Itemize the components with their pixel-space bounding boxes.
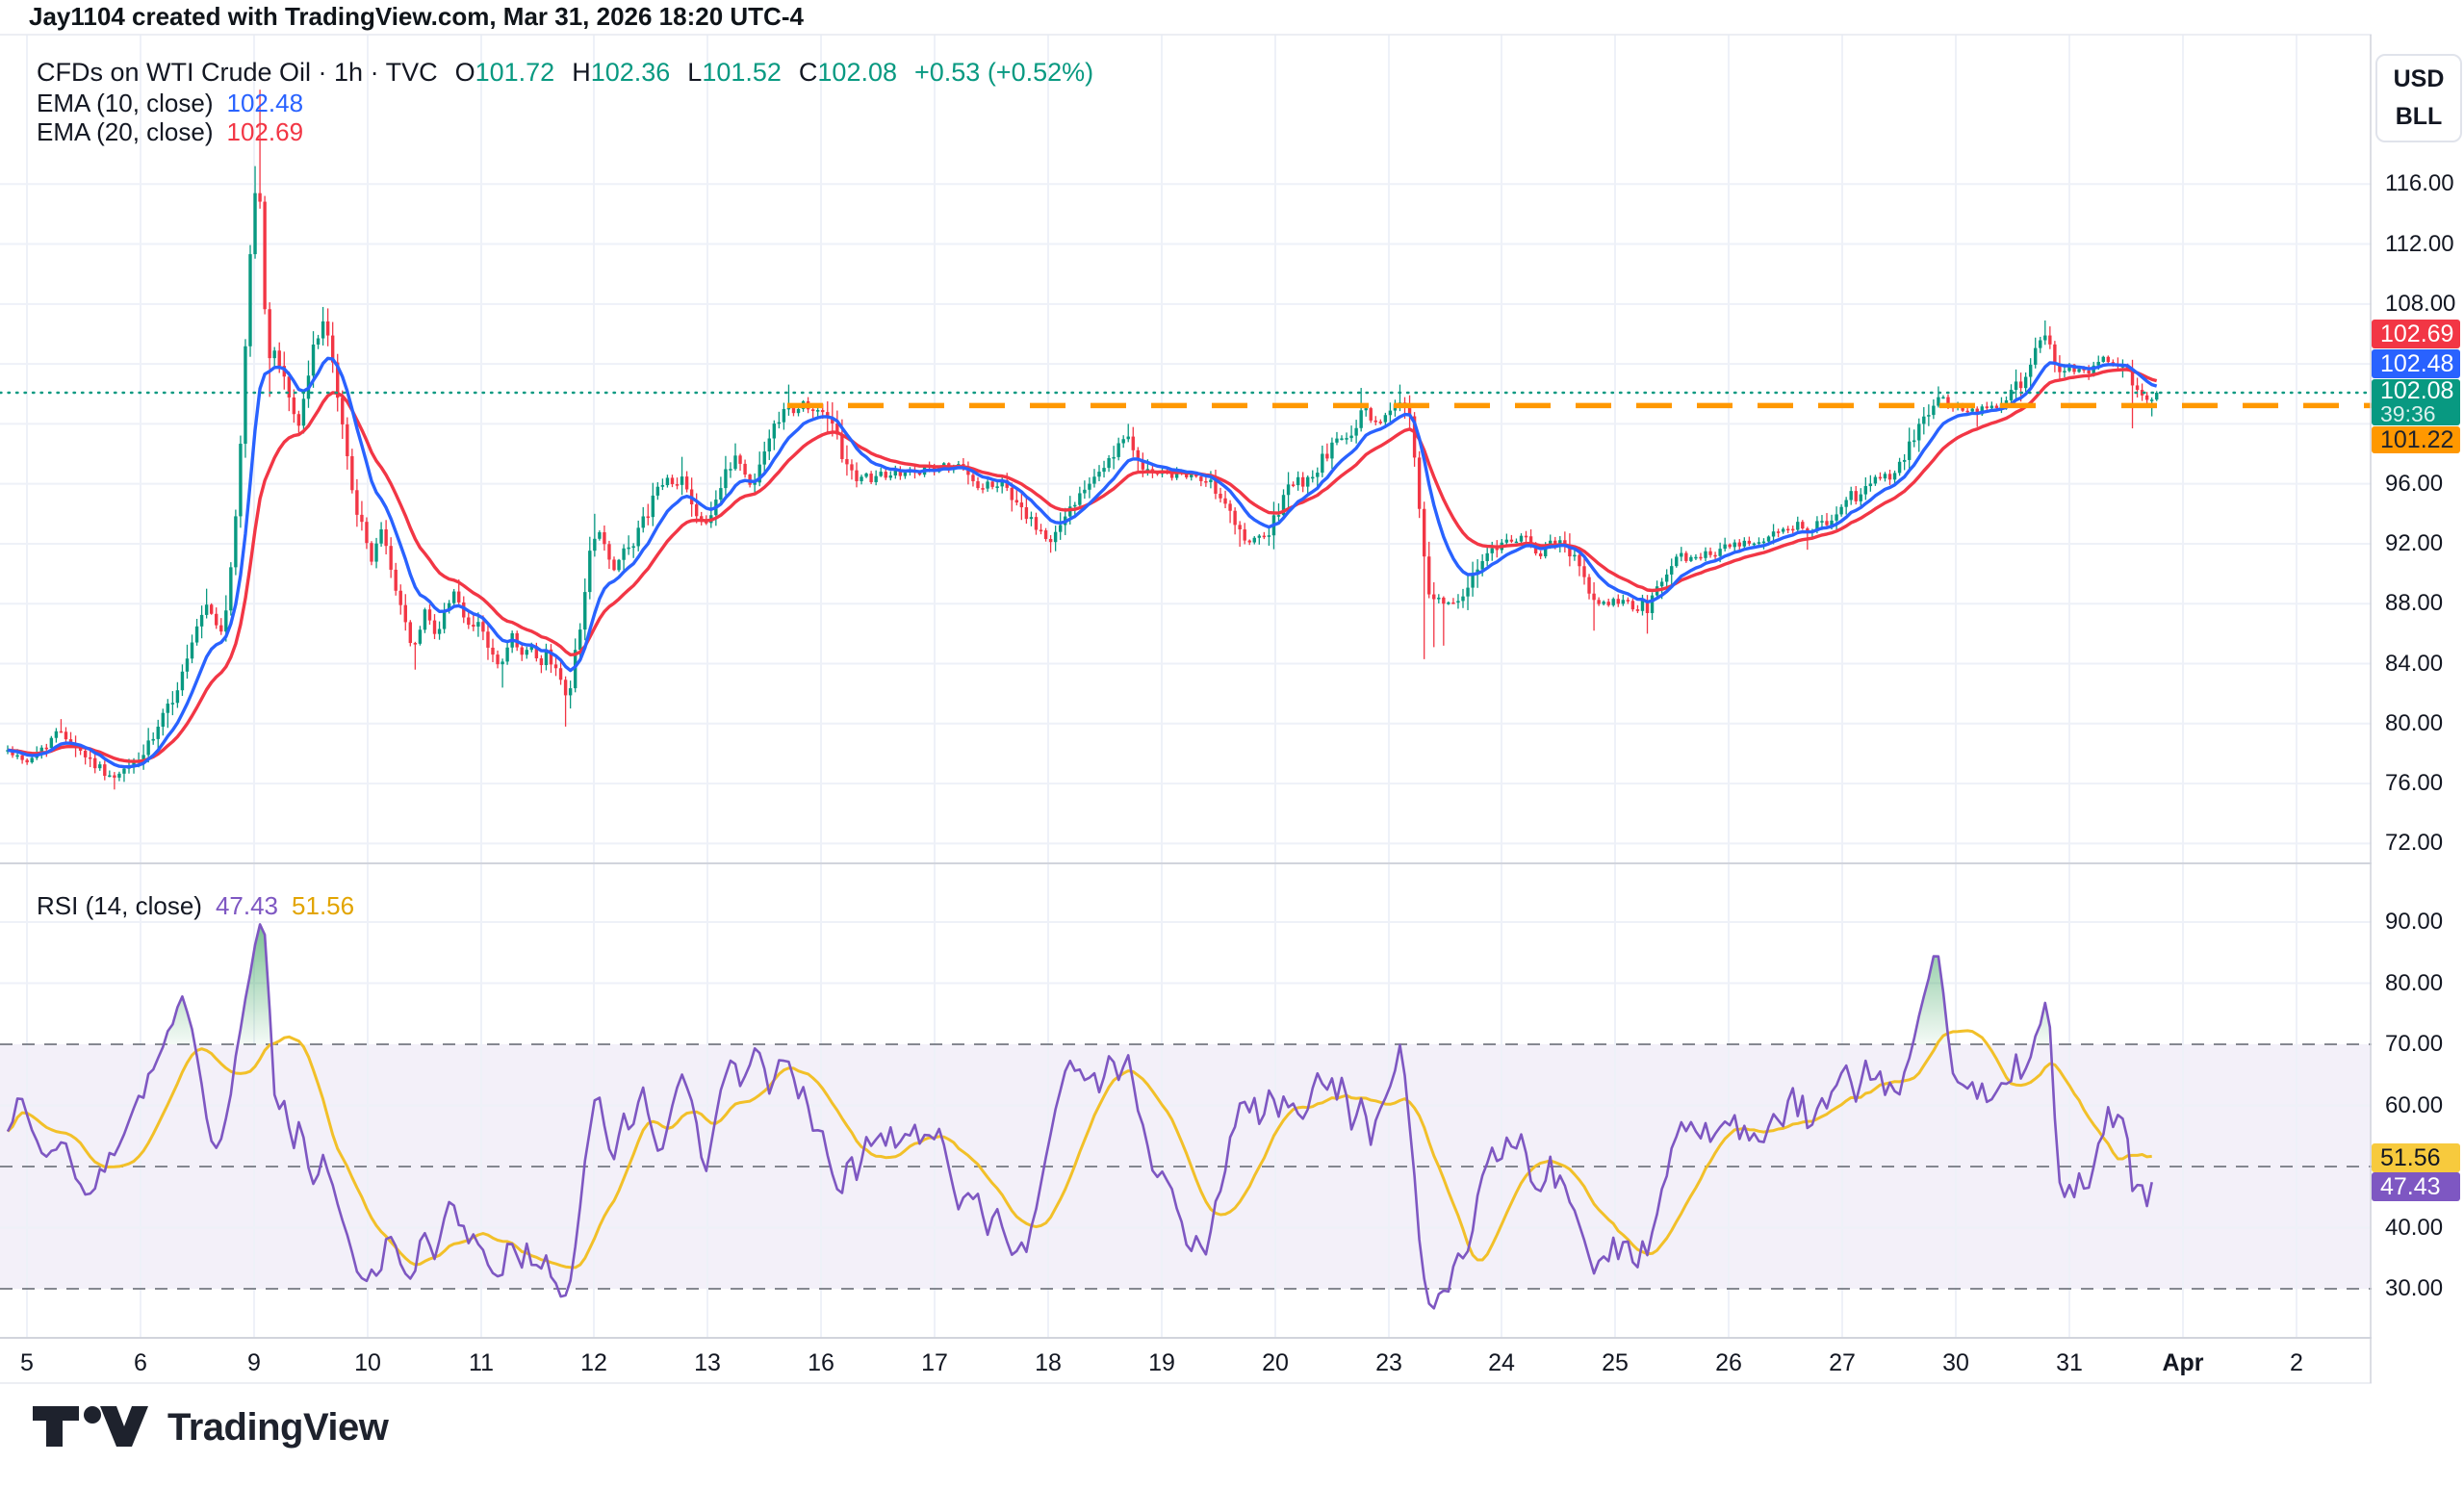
ohlc-high-label: H [572,57,591,87]
currency-unit-badge[interactable]: USD BLL [2375,54,2462,142]
ohlc-close-label: C [798,57,818,87]
rsi-label: RSI (14, close) [37,890,202,920]
rsi-tick: 70.00 [2385,1031,2444,1057]
time-axis-label-2: 2 [2290,1349,2303,1376]
price-tick: 88.00 [2385,590,2444,617]
unit-label: BLL [2395,103,2443,130]
price-tick: 76.00 [2385,770,2444,797]
rsi-tick: 90.00 [2385,909,2444,935]
rsi-legend-row[interactable]: RSI (14, close) 47.43 51.56 [37,891,354,920]
attribution-text: Jay1104 created with TradingView.com, Ma… [29,2,804,31]
price-pane[interactable] [0,90,2372,790]
alert-price-label: 101.22 [2372,426,2460,453]
currency-label: USD [2393,65,2445,92]
time-axis-label-16: 16 [808,1349,834,1376]
rsi-tick: 60.00 [2385,1091,2444,1118]
tradingview-logo: TradingView [33,1405,389,1450]
ema20-legend-row[interactable]: EMA (20, close) 102.69 [37,117,303,146]
rsi-pane[interactable] [6,923,2153,1310]
time-axis-label-26: 26 [1715,1349,1742,1376]
time-axis-label-24: 24 [1488,1349,1515,1376]
time-axis-label-17: 17 [921,1349,948,1376]
ohlc-open-label: O [454,57,475,87]
ema20-line[interactable] [7,368,2158,763]
ema10-line[interactable] [7,356,2158,769]
rsi-tick: 40.00 [2385,1214,2444,1241]
ema20-value: 102.69 [226,116,304,146]
price-tick: 116.00 [2385,170,2454,197]
time-axis-label-11: 11 [469,1349,494,1376]
ema10-value: 102.48 [226,88,304,117]
price-tick: 84.00 [2385,650,2444,677]
countdown-timer: 39:36 [2380,401,2436,427]
rsi-tick: 30.00 [2385,1275,2444,1301]
rsi-ma-value-label: 51.56 [2372,1143,2460,1172]
last-price-label: 102.08 39:36 [2372,378,2460,427]
ema10-price-label: 102.48 [2372,349,2460,378]
ohlc-low-label: L [687,57,703,87]
rsi-line[interactable] [6,923,2153,1310]
ohlc-high-value: 102.36 [590,57,671,87]
ohlc-low-value: 101.52 [702,57,782,87]
tradingview-logo-icon [33,1406,148,1447]
price-tick: 92.00 [2385,529,2444,556]
ohlc-open-value: 101.72 [475,57,555,87]
time-axis-label-5: 5 [20,1349,34,1376]
rsi-ma-line[interactable] [6,1029,2152,1270]
time-axis-label-27: 27 [1829,1349,1856,1376]
symbol-title: CFDs on WTI Crude Oil · 1h · TVC [37,57,438,87]
price-tick: 72.00 [2385,830,2444,857]
time-axis-label-20: 20 [1262,1349,1289,1376]
time-axis-label-31: 31 [2056,1349,2083,1376]
time-axis[interactable]: 5 6 9 10 11 12 13 16 17 18 19 20 23 24 25 26 27 30 31 Apr 2 [0,1340,2372,1384]
time-axis-label-9: 9 [247,1349,261,1376]
ema10-legend-row[interactable]: EMA (10, close) 102.48 [37,89,303,117]
tradingview-logo-text: TradingView [167,1405,389,1449]
rsi-value: 47.43 [215,890,279,920]
symbol-legend-row[interactable]: CFDs on WTI Crude Oil · 1h · TVC O 101.7… [37,58,1093,87]
time-axis-label-25: 25 [1602,1349,1629,1376]
price-tick: 80.00 [2385,709,2444,736]
price-axis[interactable]: 116.00 112.00 108.00 96.00 92.00 88.00 84.00 80… [2372,0,2464,1391]
time-axis-label-6: 6 [134,1349,147,1376]
time-axis-label-30: 30 [1942,1349,1969,1376]
ema10-label: EMA (10, close) [37,88,214,117]
ema20-price-label: 102.69 [2372,320,2460,348]
time-axis-label-13: 13 [694,1349,721,1376]
ohlc-close-value: 102.08 [817,57,897,87]
time-axis-label-10: 10 [354,1349,381,1376]
price-tick: 112.00 [2385,230,2454,257]
price-tick: 108.00 [2385,290,2456,317]
time-axis-label-12: 12 [580,1349,607,1376]
time-axis-label-18: 18 [1035,1349,1062,1376]
rsi-ma-value: 51.56 [292,890,355,920]
rsi-value-label: 47.43 [2372,1172,2460,1201]
time-axis-label-23: 23 [1375,1349,1402,1376]
time-axis-label-apr: Apr [2162,1349,2204,1376]
chart-canvas[interactable] [0,0,2372,1391]
rsi-overbought-fill [164,924,2051,1044]
rsi-tick: 80.00 [2385,969,2444,996]
ema20-label: EMA (20, close) [37,116,214,146]
change-value: +0.53 (+0.52%) [914,57,1094,87]
price-tick: 96.00 [2385,470,2444,497]
time-axis-label-19: 19 [1148,1349,1175,1376]
